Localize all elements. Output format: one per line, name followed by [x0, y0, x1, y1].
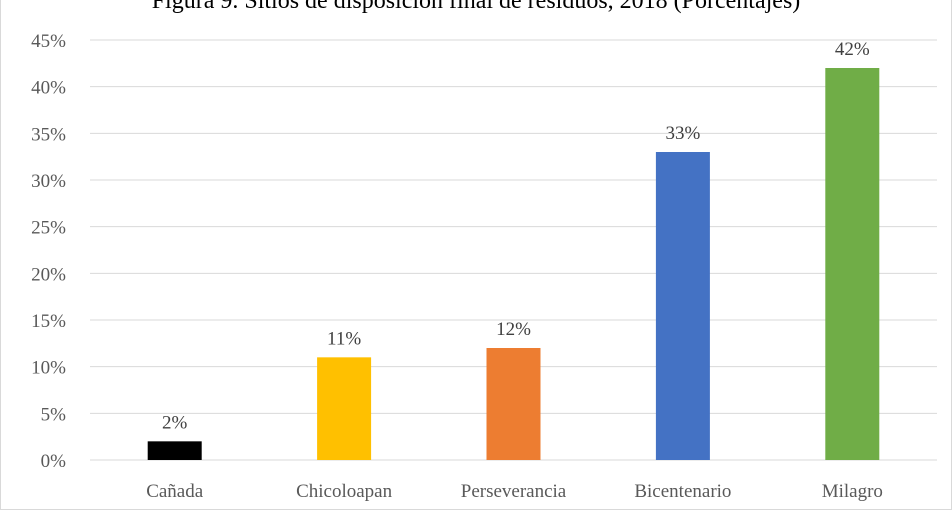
x-axis: Cañada Chicoloapan Perseverancia Bicentenar…	[146, 481, 883, 502]
y-tick-label: 30%	[31, 171, 66, 192]
y-axis: 0% 5% 10% 15% 20% 25% 30% 35% 40% 45%	[31, 31, 66, 472]
bar	[317, 357, 372, 460]
y-tick-label: 5%	[41, 404, 67, 425]
y-tick-label: 15%	[31, 311, 66, 332]
x-tick-label: Chicoloapan	[296, 481, 393, 502]
bar	[825, 68, 880, 460]
bar	[147, 441, 202, 460]
data-label: 42%	[835, 39, 870, 60]
y-tick-label: 45%	[31, 31, 66, 52]
y-tick-label: 25%	[31, 218, 66, 239]
x-tick-label: Milagro	[822, 481, 883, 502]
data-label: 12%	[496, 319, 531, 340]
y-tick-label: 35%	[31, 124, 66, 145]
bars	[147, 68, 880, 460]
y-tick-label: 20%	[31, 264, 66, 285]
chart-title: Figura 9. Sitios de disposición final de…	[151, 0, 801, 14]
x-tick-label: Bicentenario	[634, 481, 731, 502]
x-tick-label: Perseverancia	[461, 481, 567, 502]
data-label: 2%	[162, 412, 188, 433]
data-label: 33%	[665, 123, 700, 144]
y-tick-label: 40%	[31, 78, 66, 99]
bar	[655, 152, 710, 460]
data-labels: 2% 11% 12% 33% 42%	[162, 39, 870, 433]
data-label: 11%	[327, 328, 361, 349]
y-tick-label: 10%	[31, 358, 66, 379]
y-tick-label: 0%	[41, 451, 67, 472]
bar	[486, 348, 541, 460]
x-tick-label: Cañada	[146, 481, 204, 502]
